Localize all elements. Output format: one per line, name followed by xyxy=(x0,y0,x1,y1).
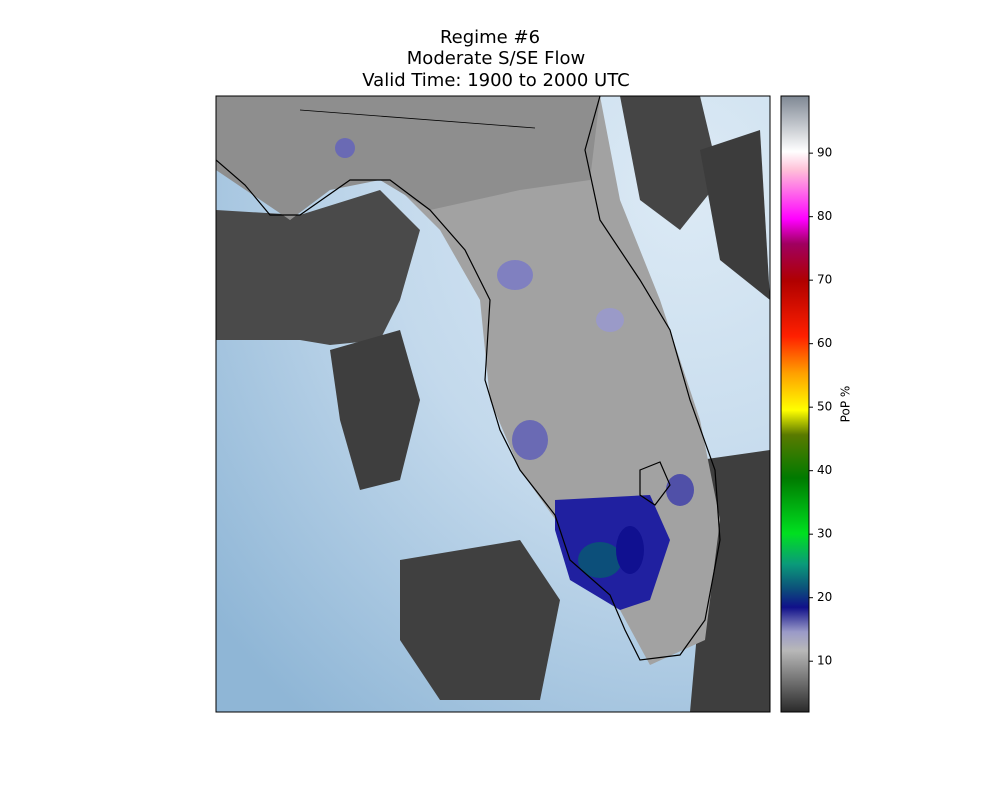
colorbar-tick-label: 50 xyxy=(817,400,832,414)
colorbar-scale xyxy=(780,95,810,713)
title-line: Valid Time: 1900 to 2000 UTC xyxy=(362,70,629,91)
colorbar-label: PoP % xyxy=(839,386,853,423)
colorbar-tick-label: 90 xyxy=(817,146,832,160)
map xyxy=(216,96,770,712)
colorbar: PoP % 10 20 30 40 50 60 70 80 90 xyxy=(780,95,853,713)
colorbar-tick-label: 80 xyxy=(817,209,832,223)
colorbar-tick-label: 70 xyxy=(817,273,832,287)
title-line: Regime #6 xyxy=(440,27,540,48)
colorbar-tick-label: 40 xyxy=(817,463,832,477)
colorbar-tick-label: 30 xyxy=(817,527,832,541)
title-line: Moderate S/SE Flow xyxy=(407,48,585,69)
map-frame xyxy=(215,95,771,713)
colorbar-tick-label: 10 xyxy=(817,654,832,668)
colorbar-tick-label: 20 xyxy=(817,590,832,604)
colorbar-tick-label: 60 xyxy=(817,336,832,350)
